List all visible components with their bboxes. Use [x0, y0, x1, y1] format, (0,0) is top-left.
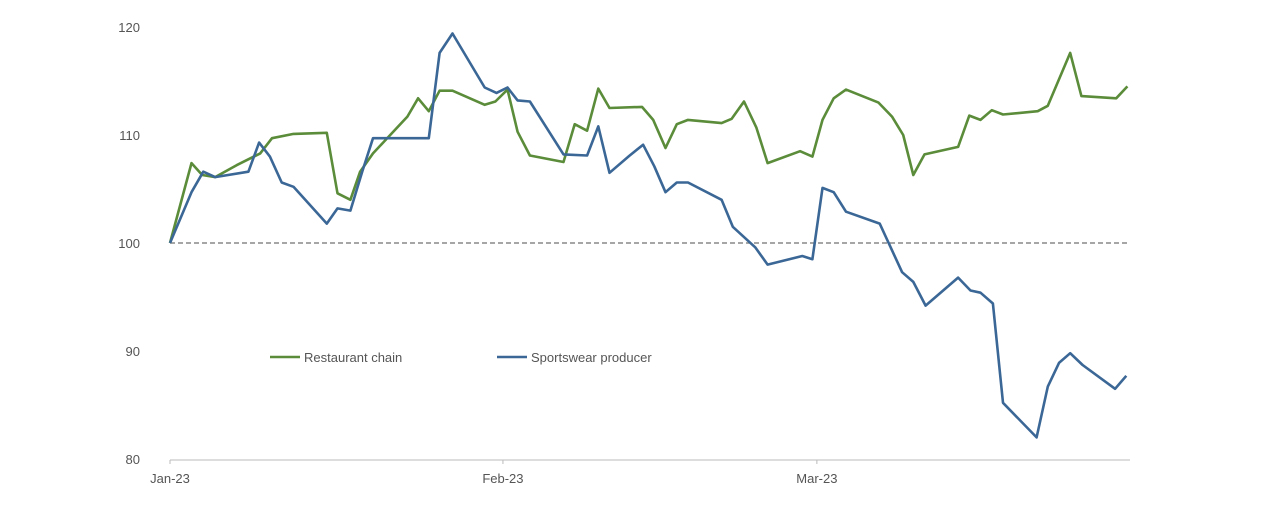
- legend-label: Sportswear producer: [531, 350, 652, 365]
- legend-label: Restaurant chain: [304, 350, 402, 365]
- y-tick-label: 80: [126, 452, 140, 467]
- y-tick-label: 100: [118, 236, 140, 251]
- series-line-restaurant-chain: [168, 51, 1129, 244]
- x-tick-label: Jan-23: [150, 471, 190, 486]
- y-tick-label: 120: [118, 20, 140, 35]
- x-tick-label: Feb-23: [482, 471, 523, 486]
- y-tick-label: 110: [119, 128, 140, 143]
- y-tick-label: 90: [126, 344, 140, 359]
- x-tick-label: Mar-23: [796, 471, 837, 486]
- series-line-sportswear-producer: [168, 32, 1128, 439]
